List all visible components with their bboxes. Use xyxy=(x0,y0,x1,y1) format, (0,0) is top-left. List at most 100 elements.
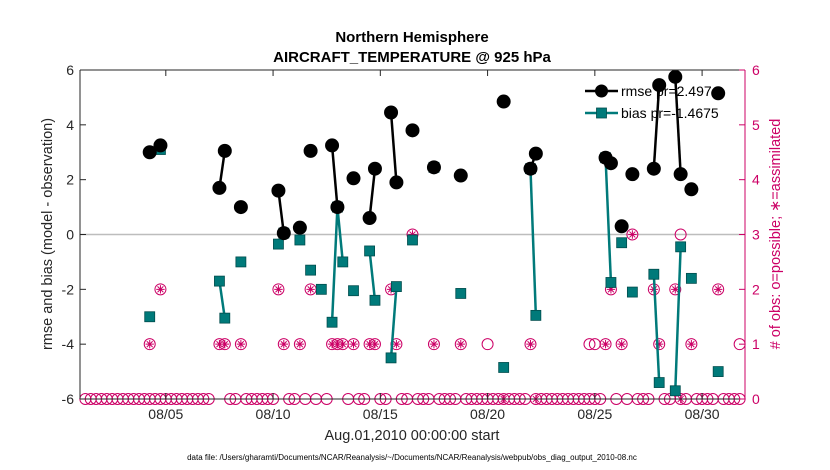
legend-marker xyxy=(595,84,608,98)
obs-asterisk xyxy=(606,285,616,294)
obs-assimilated-marker xyxy=(304,283,317,296)
rmse-point xyxy=(233,200,248,215)
rmse-point xyxy=(153,138,168,153)
x-tick-label: 08/25 xyxy=(577,406,612,422)
bias-point xyxy=(294,234,306,246)
bias-point xyxy=(219,312,231,324)
obs-asterisk xyxy=(349,339,358,349)
obs-asterisk xyxy=(156,285,165,294)
rmse-point xyxy=(367,161,382,176)
bias-line-segment xyxy=(652,274,661,383)
y-axis-right-label: # of obs: o=possible; ∗=assimilated xyxy=(768,119,784,350)
obs-assimilated-marker xyxy=(368,338,381,351)
obs-asterisk xyxy=(295,339,305,349)
legend-label: rmse pr=2.4974 xyxy=(621,83,720,99)
bias-line-segment xyxy=(674,246,682,391)
rmse-point xyxy=(212,180,227,195)
obs-assimilated-marker xyxy=(454,338,467,351)
bias-point xyxy=(653,377,665,388)
bias-point xyxy=(498,362,510,373)
bias-line-segment xyxy=(389,286,398,358)
chart-subtitle: AIRCRAFT_TEMPERATURE @ 925 hPa xyxy=(273,49,551,66)
obs-possible-ring xyxy=(669,283,682,296)
obs-assimilated-marker xyxy=(427,338,440,351)
obs-assimilated-marker xyxy=(234,338,247,351)
obs-possible-marker xyxy=(481,338,494,351)
obs-assimilated-marker xyxy=(277,338,290,351)
rmse-point xyxy=(673,167,688,182)
obs-asterisk xyxy=(338,339,347,349)
rmse-point xyxy=(625,167,640,182)
obs-assimilated-marker xyxy=(347,338,360,351)
y-right-tick-label: 0 xyxy=(752,391,760,407)
obs-assimilated-marker xyxy=(218,338,231,351)
obs-assimilated-marker xyxy=(615,338,628,351)
bias-point xyxy=(315,283,327,295)
bias-line-segment xyxy=(529,168,538,316)
obs-asterisk xyxy=(713,285,723,294)
obs-asterisk xyxy=(274,285,283,294)
obs-possible-ring xyxy=(712,283,725,296)
obs-asterisk xyxy=(306,285,315,294)
bias-point xyxy=(364,245,375,257)
bias-point xyxy=(214,275,225,287)
obs-assimilated-marker xyxy=(524,338,537,351)
obs-possible-ring xyxy=(454,338,467,351)
obs-possible-ring xyxy=(599,338,612,351)
chart-title: Northern Hemisphere xyxy=(335,29,488,46)
bias-series xyxy=(144,144,724,397)
legend-item-rmse: rmse pr=2.4974 xyxy=(585,83,720,99)
obs-possible-ring xyxy=(154,283,167,296)
obs-possible-ring xyxy=(427,338,440,351)
rmse-point xyxy=(384,105,399,120)
obs-asterisk xyxy=(456,339,465,349)
bias-point xyxy=(455,288,467,299)
obs-assimilated-marker xyxy=(685,338,698,351)
y-tick-label: 0 xyxy=(66,227,74,243)
obs-asterisk xyxy=(601,339,610,349)
bias-point xyxy=(348,285,359,297)
x-tick-label: 08/30 xyxy=(685,406,720,422)
x-axis-label: Aug.01,2010 00:00:00 start xyxy=(325,428,500,444)
obs-possible-ring xyxy=(653,338,666,351)
bias-point xyxy=(305,264,317,276)
rmse-point xyxy=(684,182,699,197)
bias-point xyxy=(273,238,284,250)
obs-asterisk xyxy=(526,339,535,349)
rmse-point xyxy=(528,146,543,161)
rmse-point xyxy=(217,143,232,158)
obs-asterisk xyxy=(279,339,288,349)
obs-possible-ring xyxy=(615,338,628,351)
obs-possible-ring xyxy=(272,283,285,296)
y-axis-label: rmse and bias (model - observation) xyxy=(40,118,56,350)
obs-possible-ring xyxy=(347,338,360,351)
obs-assimilated-marker xyxy=(143,338,156,351)
rmse-point xyxy=(603,156,618,171)
bias-point xyxy=(391,281,402,292)
obs-assimilated-marker xyxy=(653,338,666,351)
rmse-point xyxy=(711,86,726,101)
bias-point xyxy=(616,237,628,249)
bias-point xyxy=(605,277,617,288)
y-tick-label: 6 xyxy=(66,62,74,78)
obs-possible-ring xyxy=(234,338,247,351)
x-tick-label: 08/10 xyxy=(256,406,291,422)
x-tick-label: 08/20 xyxy=(470,406,505,422)
rmse-point xyxy=(405,123,420,138)
bias-line-segment xyxy=(218,280,227,319)
obs-possible-ring xyxy=(685,338,698,351)
y-right-tick-label: 2 xyxy=(752,281,760,297)
bias-point xyxy=(712,366,724,377)
bias-point xyxy=(669,385,681,397)
obs-possible-ring xyxy=(368,338,381,351)
bias-point xyxy=(685,272,697,284)
rmse-point xyxy=(496,94,511,109)
legend-item-bias: bias pr=-1.4675 xyxy=(585,105,719,121)
rmse-point xyxy=(523,161,538,176)
y-tick-label: 4 xyxy=(66,117,74,133)
bias-point xyxy=(337,256,349,268)
x-tick-label: 08/15 xyxy=(363,406,398,422)
bias-point xyxy=(675,241,687,253)
obs-possible-ring xyxy=(218,338,231,351)
obs-possible-ring xyxy=(277,338,290,351)
